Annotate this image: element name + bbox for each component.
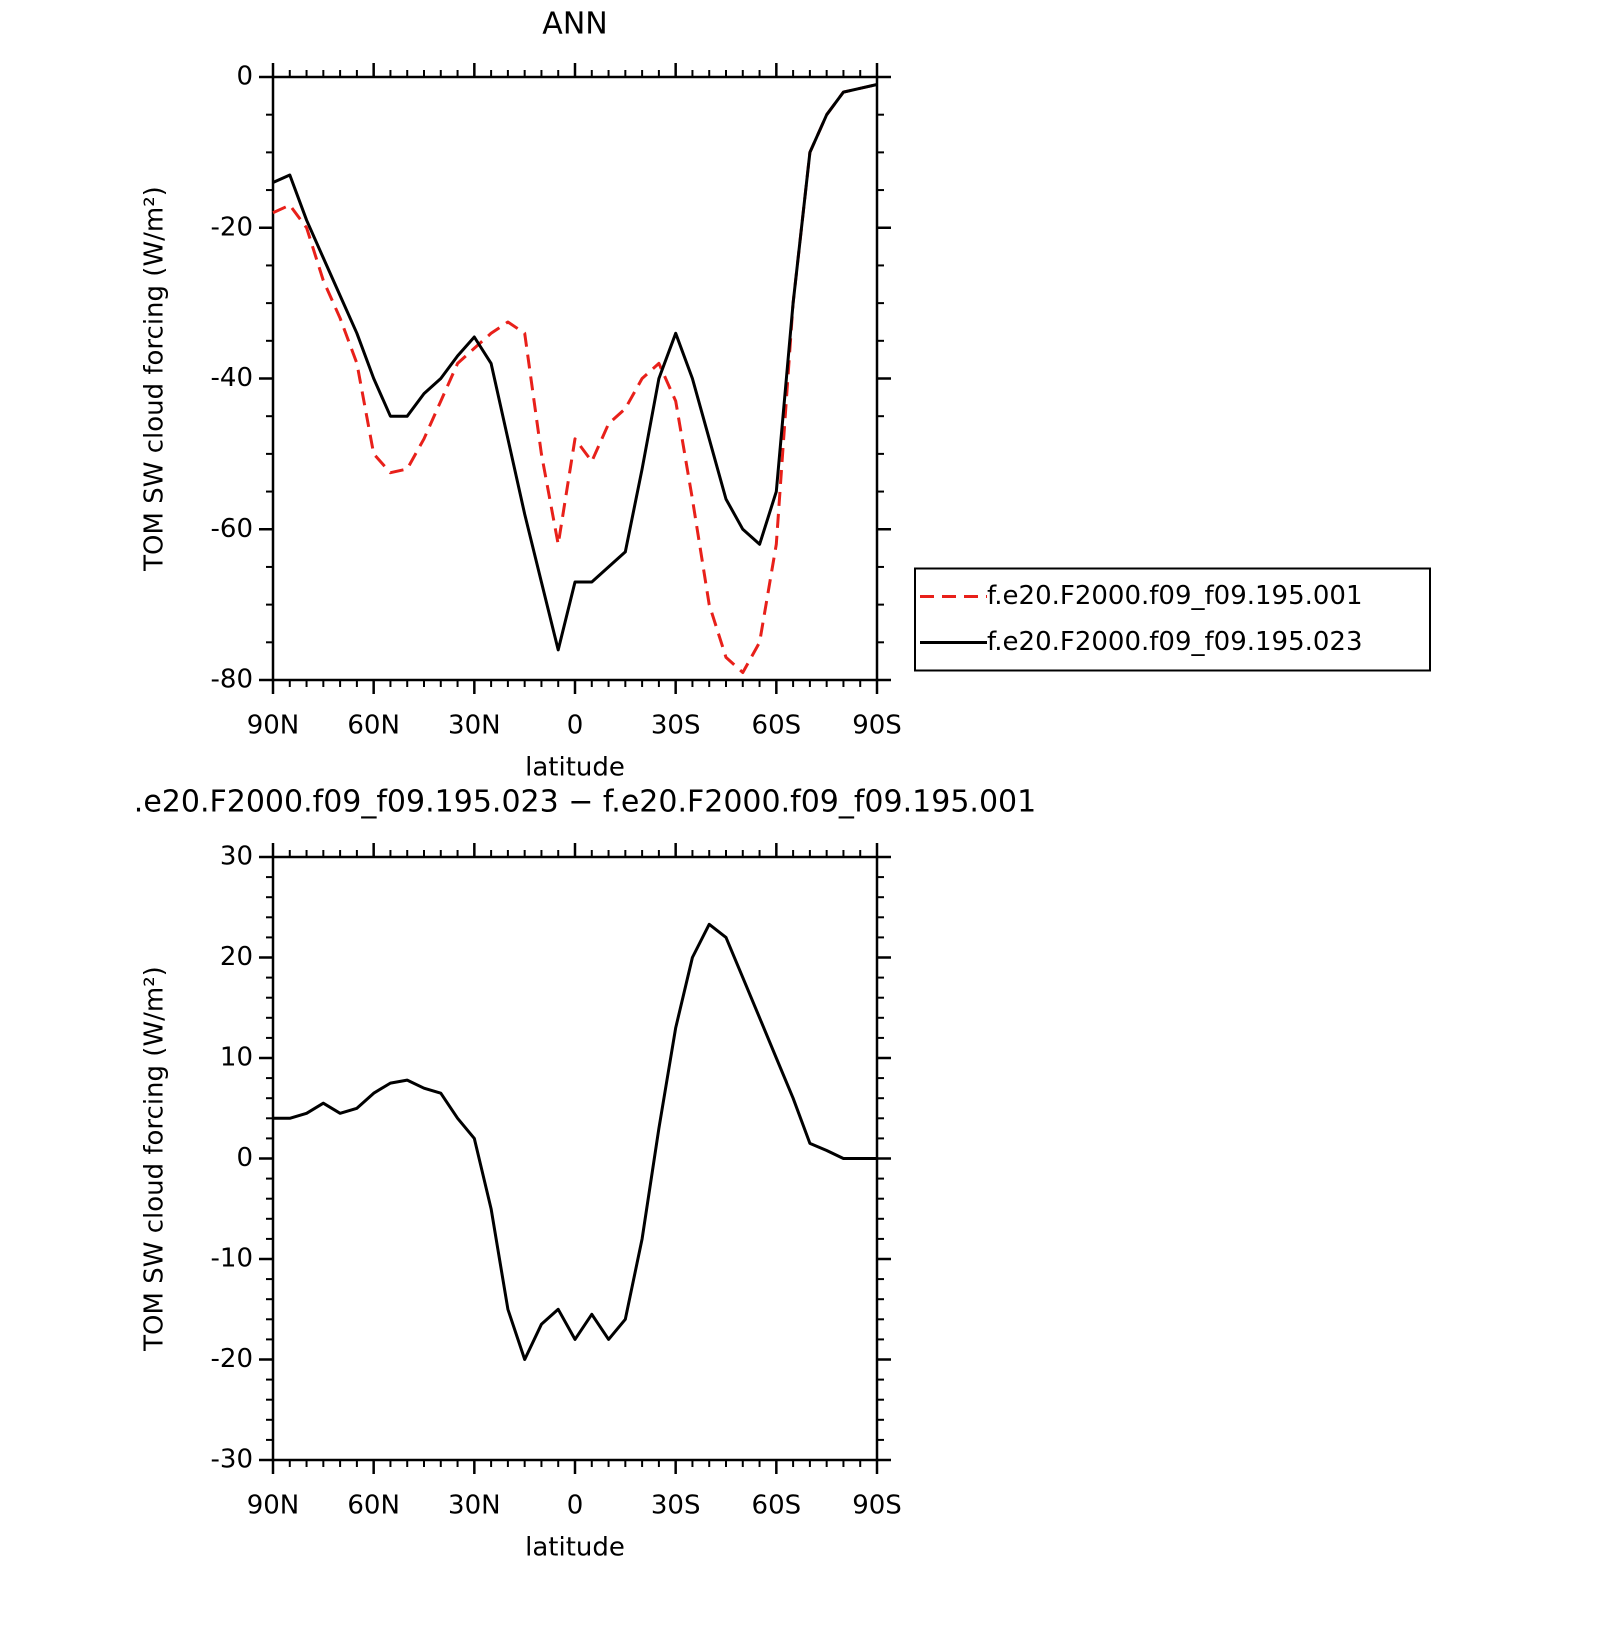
- x-tick-label: 60S: [752, 711, 802, 741]
- chart-title: .e20.F2000.f09_f09.195.023 − f.e20.F2000…: [134, 785, 1036, 820]
- y-tick-label: 10: [220, 1043, 253, 1073]
- x-tick-label: 60S: [752, 1491, 802, 1521]
- y-tick-label: 0: [236, 1143, 253, 1173]
- x-axis-label: latitude: [525, 1533, 625, 1563]
- x-tick-label: 90N: [247, 1491, 300, 1521]
- x-tick-label: 90N: [247, 711, 300, 741]
- x-tick-label: 90S: [852, 1491, 902, 1521]
- y-tick-label: -20: [211, 1344, 253, 1374]
- plot-frame: [271, 855, 879, 1462]
- data-line: [272, 83, 878, 652]
- x-tick-label: 0: [567, 711, 584, 741]
- x-tick-label: 30N: [448, 1491, 501, 1521]
- data-line: [273, 922, 877, 1361]
- y-axis-label: TOM SW cloud forcing (W/m²): [140, 186, 170, 572]
- y-tick-label: -40: [211, 363, 253, 393]
- x-tick-label: 30S: [651, 711, 701, 741]
- x-tick-label: 60N: [347, 1491, 400, 1521]
- chart-title: ANN: [542, 7, 607, 42]
- y-axis-label: TOM SW cloud forcing (W/m²): [140, 966, 170, 1352]
- legend-box: [914, 567, 1431, 672]
- x-tick-label: 90S: [852, 711, 902, 741]
- x-tick-label: 60N: [347, 711, 400, 741]
- x-axis-label: latitude: [525, 753, 625, 783]
- y-tick-label: 0: [236, 62, 253, 92]
- legend-label: f.e20.F2000.f09_f09.195.023: [987, 627, 1363, 657]
- y-tick-label: 30: [220, 842, 253, 872]
- legend-label: f.e20.F2000.f09_f09.195.001: [987, 581, 1363, 611]
- y-tick-label: -60: [211, 514, 253, 544]
- x-tick-label: 30S: [651, 1491, 701, 1521]
- data-line: [272, 83, 878, 674]
- y-tick-label: 20: [220, 942, 253, 972]
- y-tick-label: -30: [211, 1445, 253, 1475]
- y-tick-label: -80: [211, 665, 253, 695]
- x-tick-label: 30N: [448, 711, 501, 741]
- y-tick-label: -10: [211, 1244, 253, 1274]
- y-tick-label: -20: [211, 212, 253, 242]
- x-tick-label: 0: [567, 1491, 584, 1521]
